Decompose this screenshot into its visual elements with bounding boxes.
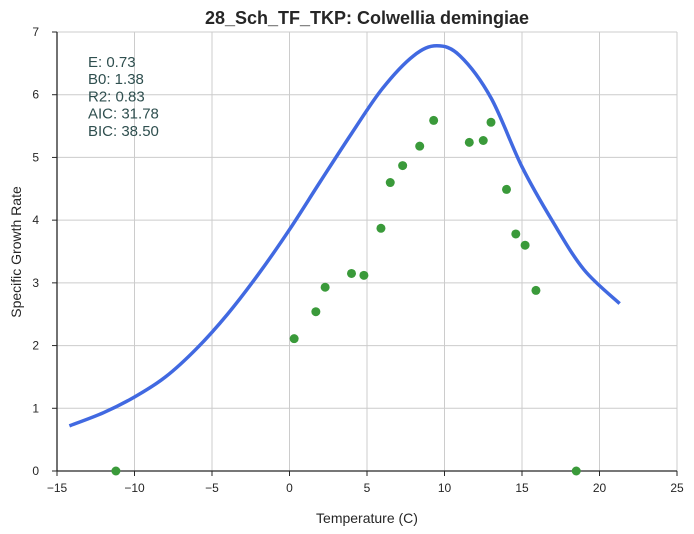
stat-line: E: 0.73 xyxy=(88,54,136,71)
data-point xyxy=(347,269,356,278)
data-point xyxy=(311,307,320,316)
data-point xyxy=(479,136,488,145)
data-point xyxy=(376,224,385,233)
y-tick-label: 7 xyxy=(32,25,39,39)
data-point xyxy=(290,334,299,343)
x-tick-label: 15 xyxy=(515,481,529,495)
data-point xyxy=(572,467,581,476)
x-axis-label: Temperature (C) xyxy=(316,510,418,526)
y-tick-label: 6 xyxy=(32,88,39,102)
y-axis-label: Specific Growth Rate xyxy=(8,186,24,318)
x-tick-label: −15 xyxy=(47,481,68,495)
chart-title: 28_Sch_TF_TKP: Colwellia demingiae xyxy=(205,8,529,28)
x-tick-label: 20 xyxy=(593,481,607,495)
data-points-layer xyxy=(111,116,580,476)
stat-line: BIC: 38.50 xyxy=(88,123,159,140)
data-point xyxy=(429,116,438,125)
fitted-curve-layer xyxy=(69,46,619,426)
data-point xyxy=(531,286,540,295)
data-point xyxy=(415,142,424,151)
stat-line: R2: 0.83 xyxy=(88,88,145,105)
x-tick-label: 25 xyxy=(670,481,684,495)
data-point xyxy=(398,161,407,170)
stat-line: AIC: 31.78 xyxy=(88,106,159,123)
grid xyxy=(57,32,677,471)
data-point xyxy=(321,283,330,292)
y-tick-label: 4 xyxy=(32,213,39,227)
data-point xyxy=(386,178,395,187)
data-point xyxy=(111,467,120,476)
data-point xyxy=(502,185,511,194)
y-tick-label: 1 xyxy=(32,401,39,415)
data-point xyxy=(487,118,496,127)
y-tick-label: 2 xyxy=(32,339,39,353)
data-point xyxy=(359,271,368,280)
y-tick-label: 5 xyxy=(32,150,39,164)
x-tick-label: −5 xyxy=(205,481,219,495)
x-tick-label: 10 xyxy=(438,481,452,495)
y-tick-label: 3 xyxy=(32,276,39,290)
data-point xyxy=(521,241,530,250)
y-tick-label: 0 xyxy=(32,464,39,478)
data-point xyxy=(465,138,474,147)
x-tick-label: −10 xyxy=(124,481,145,495)
x-tick-label: 5 xyxy=(364,481,371,495)
data-point xyxy=(511,229,520,238)
x-tick-label: 0 xyxy=(286,481,293,495)
fitted-curve xyxy=(69,46,619,426)
stat-line: B0: 1.38 xyxy=(88,71,144,88)
